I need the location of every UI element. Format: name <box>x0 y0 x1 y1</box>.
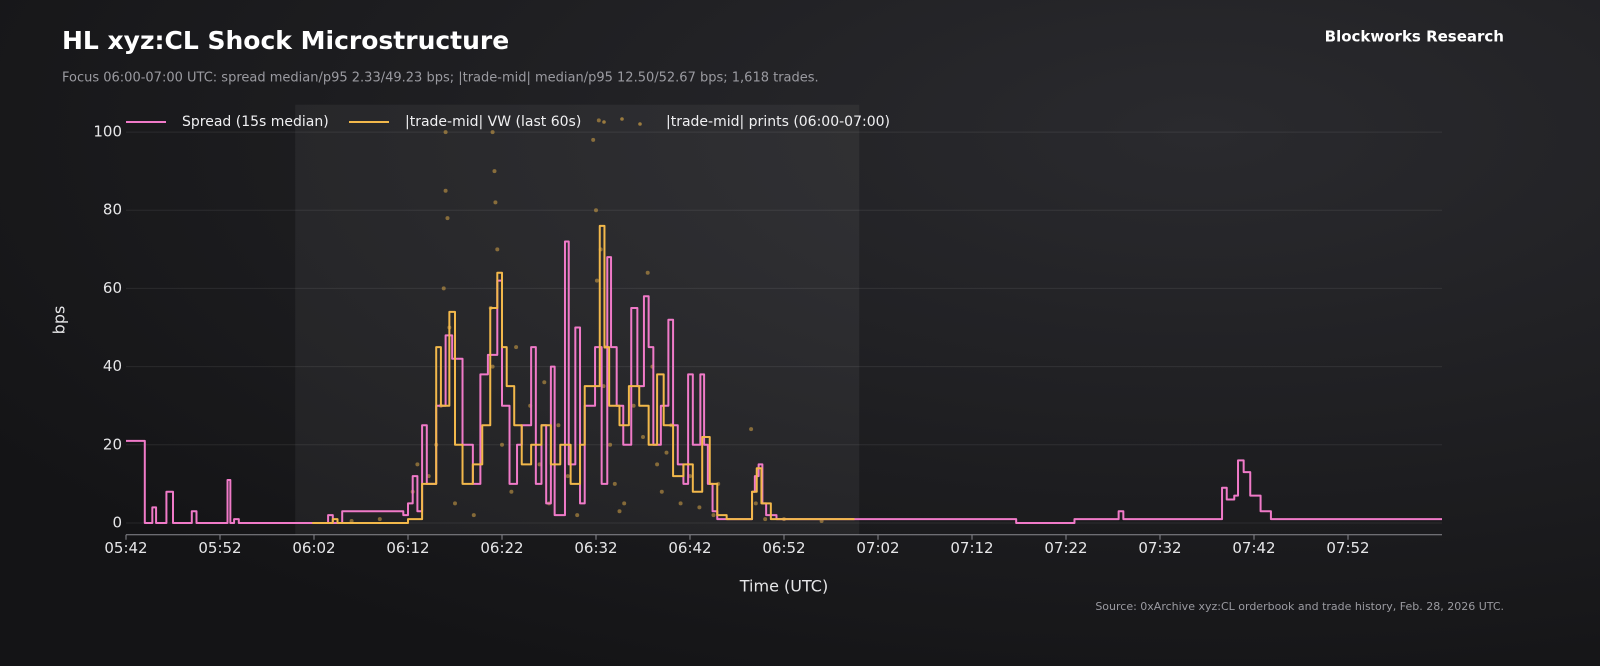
legend-label: Spread (15s median) <box>182 114 329 130</box>
print-dot <box>655 462 660 467</box>
print-dot <box>490 130 495 135</box>
print-dot <box>471 513 476 518</box>
legend-label: |trade-mid| prints (06:00-07:00) <box>666 114 890 130</box>
x-tick-label: 06:52 <box>762 539 805 557</box>
x-axis-label: Time (UTC) <box>739 577 828 596</box>
print-dot <box>753 501 758 506</box>
y-tick-label: 40 <box>103 357 122 375</box>
chart-title: HL xyz:CL Shock Microstructure <box>62 26 509 55</box>
legend-label: |trade-mid| VW (last 60s) <box>405 114 581 130</box>
y-tick-label: 0 <box>112 513 122 531</box>
print-dot <box>617 509 622 514</box>
x-tick-label: 06:02 <box>292 539 335 557</box>
print-dot <box>415 462 420 467</box>
print-dot <box>622 501 627 506</box>
x-tick-label: 05:42 <box>104 539 147 557</box>
x-tick-label: 05:52 <box>198 539 241 557</box>
print-dot <box>445 216 450 221</box>
print-dot <box>594 208 598 213</box>
print-dot <box>556 423 561 428</box>
print-dot <box>542 380 547 385</box>
y-tick-label: 80 <box>103 201 122 219</box>
y-tick-label: 60 <box>103 279 122 297</box>
x-tick-label: 07:22 <box>1044 539 1087 557</box>
print-dot <box>711 513 716 518</box>
y-tick-label: 20 <box>103 435 122 453</box>
plot-area: 0 20 40 60 80 100 05:42 05:52 06:02 06:12 06:22 06:… <box>93 104 1442 557</box>
print-dot <box>749 427 754 432</box>
print-dot <box>453 501 457 506</box>
print-dot <box>763 517 768 522</box>
print-dot <box>641 434 645 439</box>
print-dot <box>575 513 580 518</box>
print-dot <box>697 505 702 510</box>
x-tick-label: 06:12 <box>386 539 429 557</box>
print-dot <box>514 345 519 350</box>
x-tick-label: 07:12 <box>950 539 993 557</box>
print-dot <box>500 442 504 447</box>
print-dot <box>591 137 596 142</box>
print-dot <box>645 270 650 275</box>
print-dot <box>441 286 446 291</box>
print-dot <box>612 481 617 486</box>
series-line <box>312 224 855 524</box>
brand: Blockworks Research <box>1325 28 1504 46</box>
print-dot <box>594 278 599 283</box>
source: Source: 0xArchive xyz:CL orderbook and t… <box>1095 600 1504 613</box>
print-dot <box>565 474 570 479</box>
print-dot <box>490 364 495 369</box>
print-dot <box>659 489 664 494</box>
y-axis-label: bps <box>50 306 69 335</box>
print-dot <box>509 489 514 494</box>
x-tick-label: 07:02 <box>856 539 899 557</box>
print-dot <box>492 169 497 174</box>
x-tick-label: 06:32 <box>574 539 617 557</box>
x-tick-label: 07:52 <box>1326 539 1369 557</box>
print-dot <box>493 200 498 205</box>
print-dot <box>631 403 636 408</box>
x-tick-label: 06:22 <box>480 539 523 557</box>
print-dot <box>596 118 601 123</box>
focus-band <box>295 104 860 535</box>
print-dot <box>495 247 500 252</box>
y-tick-label: 100 <box>93 123 122 141</box>
print-dot <box>443 188 448 193</box>
chart-subtitle: Focus 06:00-07:00 UTC: spread median/p95… <box>62 71 819 86</box>
x-tick-label: 06:42 <box>668 539 711 557</box>
x-tick-label: 07:42 <box>1232 539 1275 557</box>
print-dot <box>664 450 669 455</box>
print-dot <box>443 130 448 135</box>
legend-swatch <box>602 120 606 124</box>
print-dot <box>608 442 613 447</box>
print-dot <box>678 501 683 506</box>
legend-swatch <box>620 117 624 121</box>
legend-swatch <box>638 122 642 126</box>
x-tick-label: 07:32 <box>1138 539 1181 557</box>
print-dot <box>377 517 382 522</box>
